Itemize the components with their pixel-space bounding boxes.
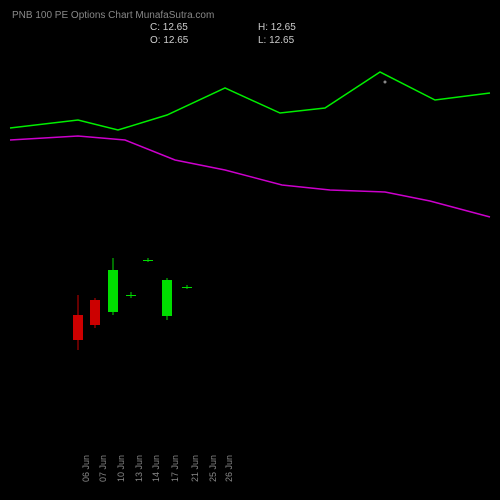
x-axis-label: 26 Jun — [224, 455, 234, 482]
indicator-line-purple — [10, 136, 490, 217]
candle-body — [182, 287, 192, 288]
indicator-line-green — [10, 72, 490, 130]
x-axis-label: 14 Jun — [151, 455, 161, 482]
x-axis-label: 21 Jun — [190, 455, 200, 482]
marker-dot — [384, 81, 387, 84]
x-axis-label: 07 Jun — [98, 455, 108, 482]
x-axis-label: 25 Jun — [208, 455, 218, 482]
candle-body — [90, 300, 100, 325]
x-axis-label: 10 Jun — [116, 455, 126, 482]
candle-body — [73, 315, 83, 340]
chart-svg — [0, 0, 500, 500]
candle-body — [108, 270, 118, 312]
x-axis-label: 17 Jun — [170, 455, 180, 482]
candle-body — [143, 260, 153, 261]
x-axis-label: 06 Jun — [81, 455, 91, 482]
x-axis-label: 13 Jun — [134, 455, 144, 482]
chart-container: PNB 100 PE Options Chart MunafaSutra.com… — [0, 0, 500, 500]
candle-body — [126, 295, 136, 296]
candle-body — [162, 280, 172, 316]
